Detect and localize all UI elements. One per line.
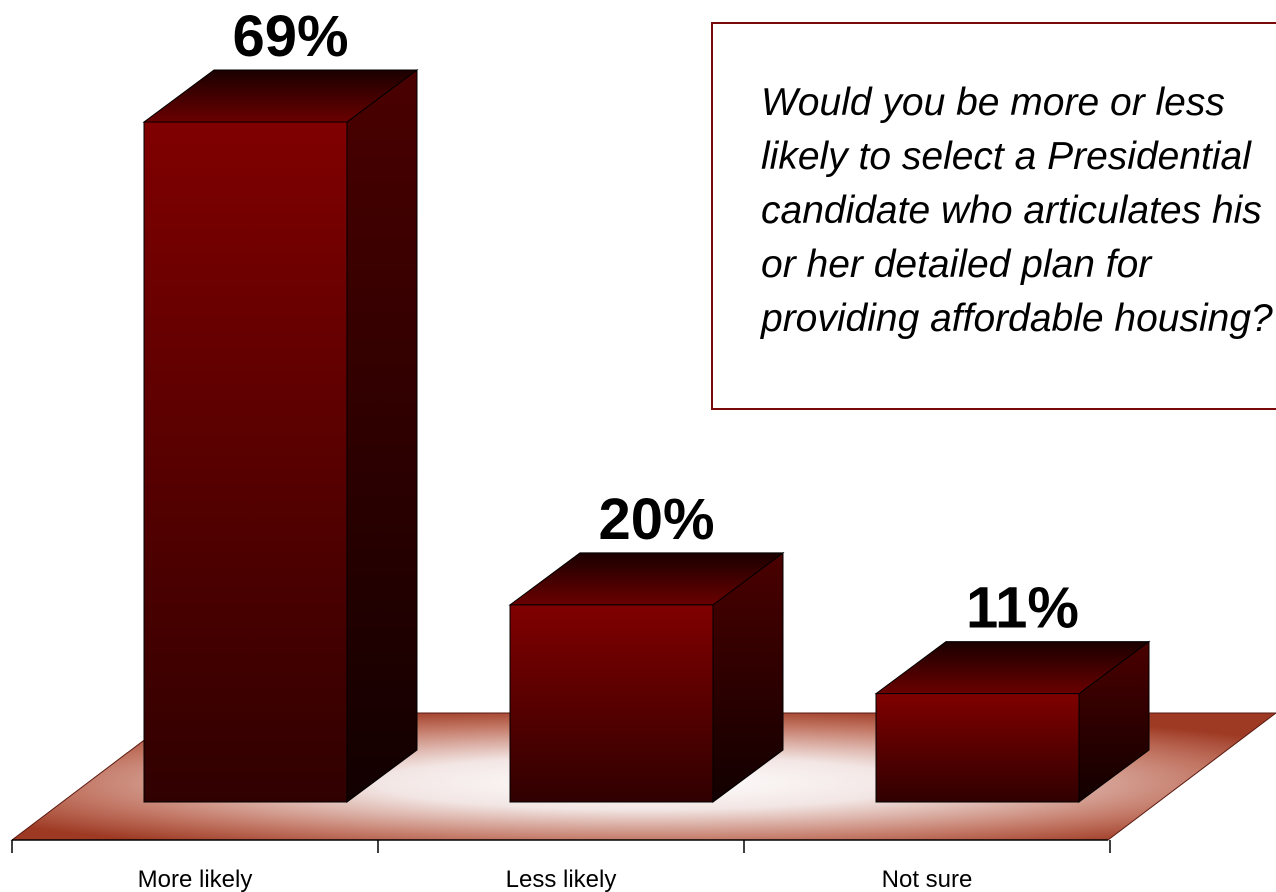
bar-more-likely [142, 69, 419, 803]
bar-front-less-likely [509, 604, 714, 803]
x-axis [11, 839, 1111, 853]
category-label-more-likely: More likely [138, 866, 253, 892]
value-labels-group: 69% 20% 11% [232, 4, 1078, 641]
question-text: Would you be more or less likely to sele… [761, 81, 1273, 340]
bar-side-more-likely [346, 69, 418, 803]
category-label-less-likely: Less likely [506, 866, 617, 892]
bar-less-likely [508, 551, 785, 803]
question-box: Would you be more or less likely to sele… [711, 22, 1276, 410]
bar-front-more-likely [143, 121, 348, 803]
value-label-more-likely: 69% [232, 4, 348, 69]
value-label-not-sure: 11% [966, 576, 1079, 641]
category-labels-group: More likely Less likely Not sure [138, 866, 973, 892]
bar-front-not-sure [875, 693, 1080, 803]
bar-not-sure [874, 640, 1151, 803]
bars-group [142, 69, 1151, 803]
value-label-less-likely: 20% [598, 487, 714, 552]
category-label-not-sure: Not sure [882, 866, 973, 892]
